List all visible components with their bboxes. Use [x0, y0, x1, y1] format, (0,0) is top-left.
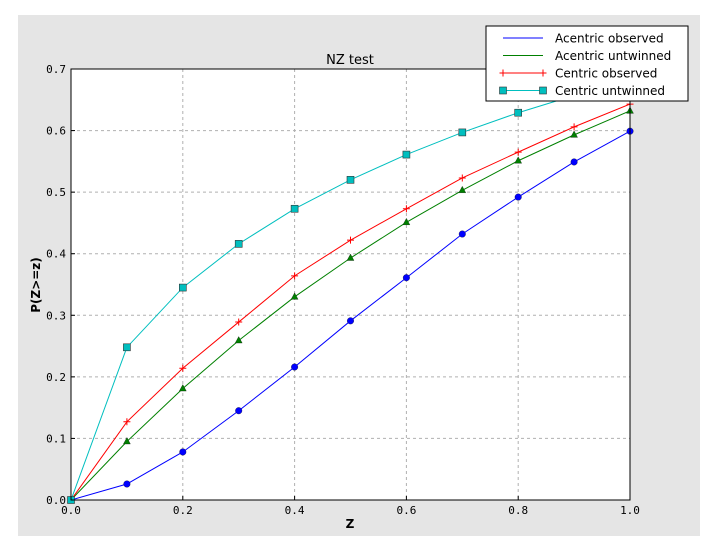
- data-point-centric-untwinned: [179, 283, 187, 292]
- data-point-acentric-untwinned: [290, 292, 299, 300]
- legend-marker-centric-observed: [499, 69, 507, 77]
- legend-label-centric-untwinned: Centric untwinned: [555, 84, 665, 98]
- legend-marker-centric-untwinned: [539, 86, 547, 95]
- data-point-acentric-untwinned: [514, 156, 522, 164]
- data-point-acentric-untwinned: [234, 336, 243, 344]
- legend-marker-centric-observed: [539, 69, 547, 77]
- data-point-acentric-observed: [291, 363, 299, 371]
- data-point-acentric-untwinned: [570, 130, 578, 138]
- data-point-centric-observed: [347, 236, 354, 244]
- legend-label-centric-observed: Centric observed: [555, 67, 657, 81]
- data-point-acentric-untwinned: [402, 217, 411, 225]
- y-axis-label: P(Z>=z): [29, 257, 43, 313]
- data-point-centric-untwinned: [234, 240, 243, 248]
- plot-area: [71, 69, 630, 500]
- x-tick-label: 0.2: [173, 504, 193, 517]
- data-point-acentric-observed: [235, 407, 243, 415]
- data-point-centric-observed: [458, 174, 466, 182]
- data-point-acentric-observed: [402, 274, 410, 282]
- x-tick-label: 0.6: [396, 504, 416, 517]
- chart-title: NZ test: [326, 53, 374, 68]
- y-tick-label: 0.1: [46, 432, 66, 445]
- data-point-acentric-observed: [514, 193, 522, 201]
- data-point-acentric-observed: [458, 230, 466, 238]
- data-point-centric-observed: [235, 318, 243, 326]
- y-tick-label: 0.5: [46, 186, 66, 199]
- data-point-acentric-observed: [347, 317, 354, 325]
- legend: Acentric observed Acentric untwinned Centr…: [485, 25, 689, 102]
- data-point-centric-untwinned: [346, 176, 355, 184]
- legend-label-acentric-untwinned: Acentric untwinned: [555, 49, 671, 63]
- legend-marker-centric-untwinned: [499, 86, 507, 95]
- x-axis-label: Z: [346, 517, 355, 531]
- y-tick-label: 0.4: [46, 248, 66, 261]
- data-point-centric-untwinned: [123, 343, 131, 352]
- data-point-centric-untwinned: [514, 108, 523, 117]
- data-point-centric-observed: [402, 205, 410, 213]
- y-tick-label: 0.6: [46, 125, 66, 138]
- data-point-acentric-untwinned: [346, 253, 355, 261]
- axes-frame: [70, 68, 631, 501]
- data-point-acentric-untwinned: [179, 384, 187, 392]
- y-tick-label: 0.2: [46, 371, 66, 384]
- data-point-centric-observed: [291, 272, 299, 280]
- legend-label-acentric-observed: Acentric observed: [555, 32, 664, 46]
- y-tick-label: 0.7: [46, 63, 66, 76]
- data-point-acentric-observed: [123, 480, 131, 488]
- data-point-acentric-untwinned: [123, 437, 131, 445]
- data-point-acentric-observed: [570, 158, 578, 166]
- data-point-centric-observed: [514, 148, 522, 156]
- data-point-centric-observed: [123, 418, 131, 426]
- data-point-centric-untwinned: [458, 128, 467, 137]
- y-tick-label: 0.3: [46, 309, 66, 322]
- x-tick-label: 0.0: [61, 504, 81, 517]
- data-point-acentric-observed: [179, 448, 187, 456]
- data-point-centric-observed: [570, 123, 578, 131]
- data-point-centric-observed: [179, 364, 187, 372]
- data-point-acentric-untwinned: [458, 185, 467, 193]
- x-tick-label: 1.0: [620, 504, 640, 517]
- data-point-centric-untwinned: [402, 150, 411, 159]
- data-point-centric-untwinned: [290, 204, 299, 213]
- x-tick-label: 0.4: [285, 504, 305, 517]
- y-tick-label: 0.0: [46, 494, 66, 507]
- x-tick-label: 0.8: [508, 504, 528, 517]
